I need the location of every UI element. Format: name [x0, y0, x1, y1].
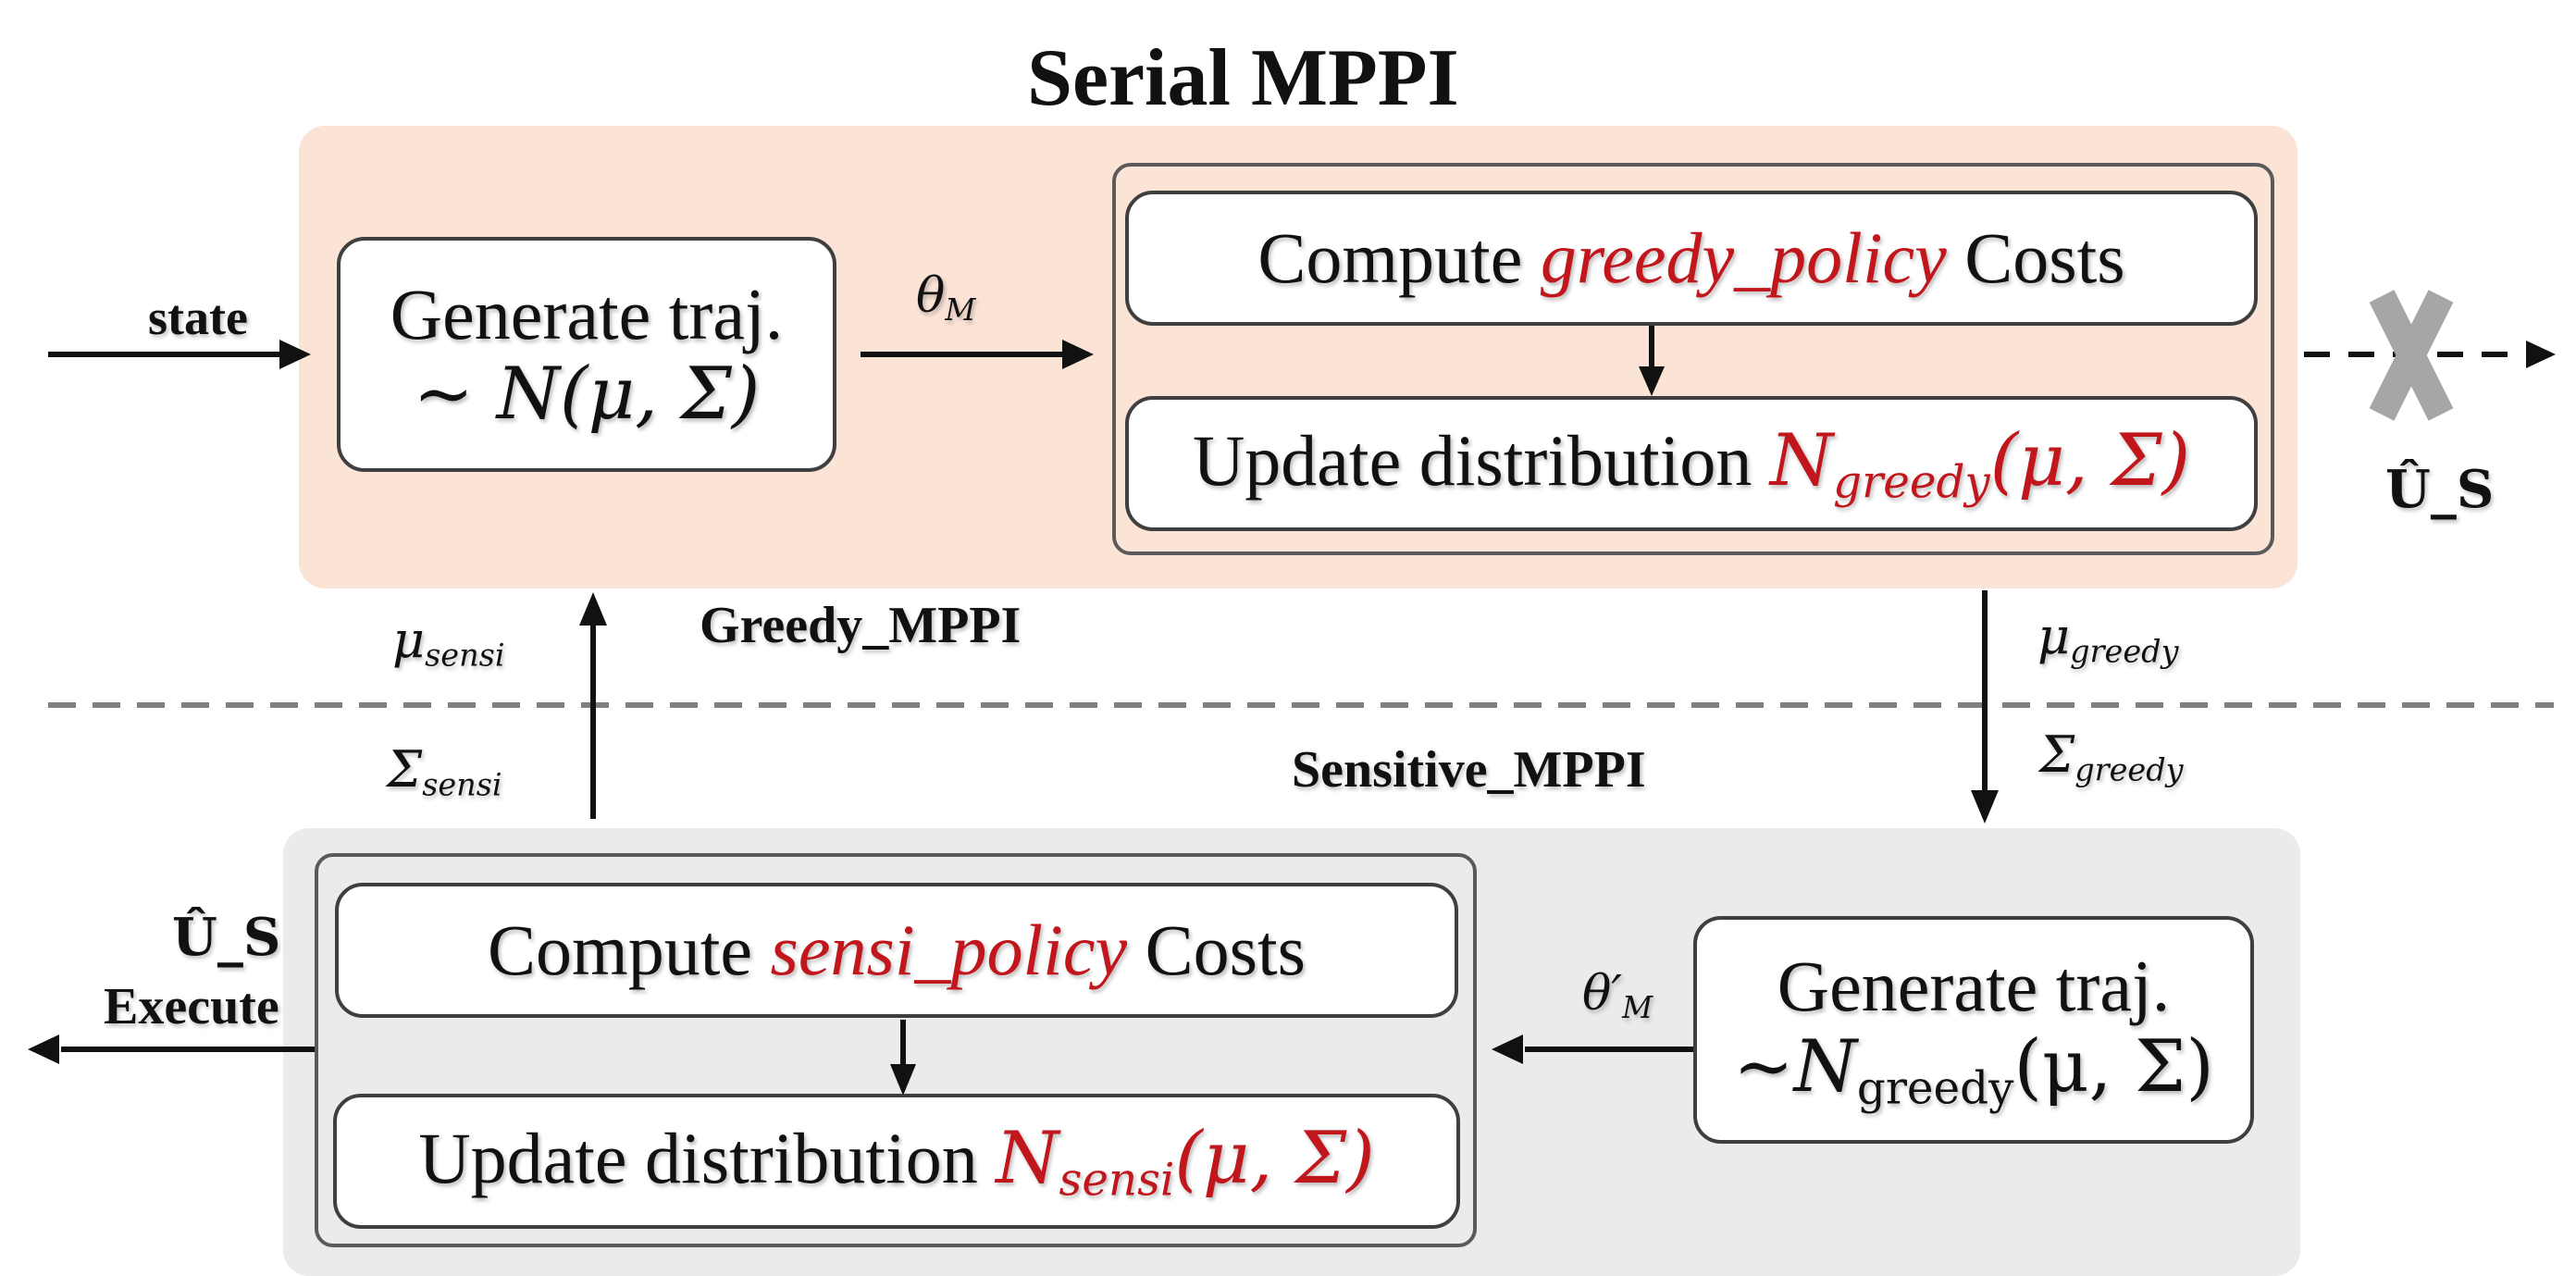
- greedy-dist-subscript: greedy: [1833, 456, 1990, 509]
- greedy-internal-arrow: [1639, 326, 1665, 396]
- sensi-generate-line2-prefix: ~N: [1733, 1024, 1857, 1109]
- state-label: state: [148, 290, 248, 345]
- sensi-generate-box: Generate traj. ~Ngreedy(μ, Σ): [1693, 916, 2254, 1144]
- sensi-generate-line2-sub: greedy: [1856, 1062, 2014, 1115]
- sensi-compute-box: Compute sensi_policy Costs: [335, 883, 1458, 1018]
- greedy-mppi-label: Greedy_MPPI: [700, 597, 1022, 654]
- x-mark: [2369, 290, 2454, 421]
- diagram-title: Serial MPPI: [1027, 33, 1459, 123]
- theta-m-label: θM: [916, 268, 976, 328]
- sensi-processing-group: [315, 853, 1477, 1247]
- greedy-to-sensi-arrow: [1971, 590, 1999, 824]
- greedy-dist-args: (μ, Σ): [1989, 418, 2191, 502]
- execute-label: Execute: [104, 978, 279, 1035]
- sensi-dist-subscript: sensi: [1059, 1154, 1175, 1207]
- greedy-processing-group: [1112, 163, 2274, 555]
- sensitive-mppi-label: Sensitive_MPPI: [1292, 741, 1646, 799]
- greedy-dist-symbol: N: [1769, 418, 1834, 502]
- sensi-internal-arrow: [890, 1020, 916, 1096]
- mu-sensi-label: μsensi: [392, 611, 505, 674]
- greedy-generate-box: Generate traj. ~ N(μ, Σ): [337, 237, 836, 472]
- sensi-compute-suffix: Costs: [1127, 910, 1306, 991]
- theta-m-arrow: [861, 340, 1094, 369]
- sensi-update-prefix: Update distribution: [418, 1117, 997, 1198]
- sensi-generate-line2-args: (μ, Σ): [2013, 1024, 2214, 1109]
- mu-greedy-label: μgreedy: [2037, 607, 2179, 670]
- greedy-compute-prefix: Compute: [1257, 217, 1541, 299]
- sigma-sensi-label: Σsensi: [387, 740, 502, 803]
- state-arrow: [48, 340, 311, 369]
- sensi-update-box: Update distribution Nsensi(μ, Σ): [333, 1094, 1460, 1229]
- theta-m-prime-label: θ′M: [1582, 966, 1653, 1026]
- greedy-update-prefix: Update distribution: [1192, 419, 1770, 501]
- greedy-generate-line2: ~ N(μ, Σ): [413, 353, 761, 436]
- theta-m-prime-arrow: [1492, 1034, 1693, 1064]
- greedy-compute-box: Compute greedy_policy Costs: [1125, 191, 2258, 326]
- sigma-greedy-label: Σgreedy: [2039, 725, 2184, 788]
- sensi-generate-line1: Generate traj.: [1777, 946, 2171, 1027]
- sensi-output-label: Û_S: [172, 907, 281, 968]
- sensi-dist-args: (μ, Σ): [1174, 1116, 1375, 1200]
- greedy-compute-suffix: Costs: [1946, 217, 2125, 299]
- greedy-output-label: Û_S: [2385, 459, 2495, 520]
- sensi-compute-prefix: Compute: [488, 910, 771, 991]
- sensi-dist-symbol: N: [996, 1116, 1059, 1200]
- greedy-generate-line1: Generate traj.: [390, 273, 784, 354]
- sensi-policy-text: sensi_policy: [770, 910, 1128, 991]
- greedy-policy-text: greedy_policy: [1540, 217, 1947, 299]
- execute-arrow: [28, 1034, 315, 1064]
- sensi-to-greedy-arrow: [579, 592, 607, 819]
- greedy-update-box: Update distribution Ngreedy(μ, Σ): [1125, 396, 2258, 531]
